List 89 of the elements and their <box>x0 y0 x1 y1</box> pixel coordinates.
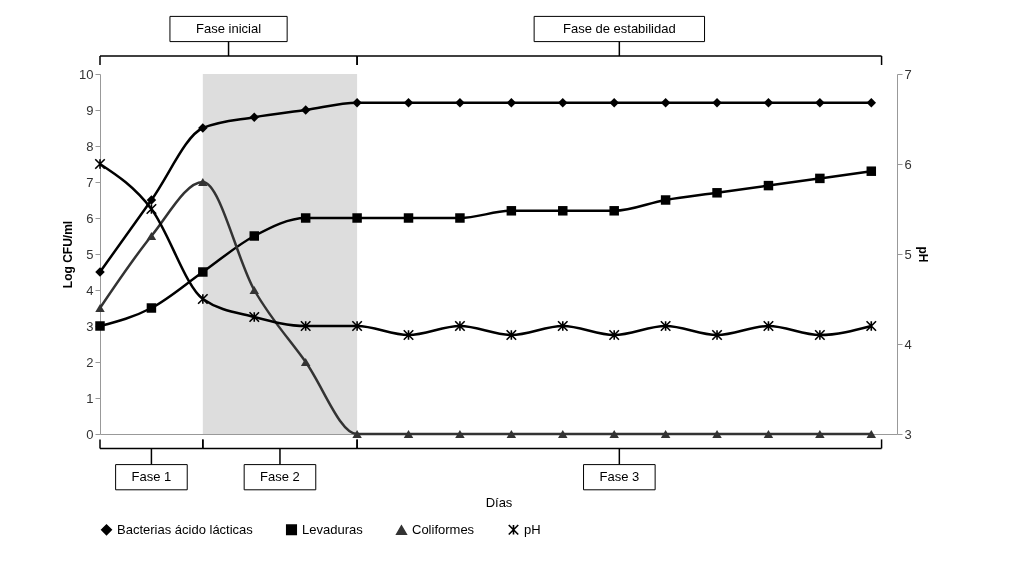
point <box>403 213 414 223</box>
legend-label: Coliformes <box>412 522 475 538</box>
y-tick-label: 9 <box>86 102 94 118</box>
point <box>248 311 260 323</box>
point <box>249 112 259 122</box>
point <box>95 303 105 313</box>
y-tick-label: 10 <box>79 66 94 82</box>
point <box>300 357 311 367</box>
point <box>608 329 620 341</box>
point <box>609 206 619 216</box>
point <box>300 213 311 223</box>
y-tick-label: 1 <box>86 390 94 406</box>
point <box>352 98 362 108</box>
point <box>505 329 517 341</box>
point <box>609 429 619 439</box>
point <box>711 329 723 341</box>
point <box>660 429 671 439</box>
point <box>763 180 774 191</box>
y-tick-label: 7 <box>86 174 94 190</box>
point <box>146 303 157 313</box>
point <box>558 429 568 439</box>
point <box>146 231 157 241</box>
point <box>506 98 517 108</box>
point <box>300 320 312 332</box>
text: Fase inicial <box>196 21 262 36</box>
y2-tick-label: 6 <box>904 156 912 172</box>
point <box>197 293 209 305</box>
text: Fase 1 <box>131 469 172 485</box>
legend-label: pH <box>524 521 541 537</box>
text: Fase 3 <box>599 469 640 485</box>
point <box>506 429 517 439</box>
point <box>455 213 465 223</box>
point <box>814 329 826 341</box>
point <box>865 320 877 332</box>
point <box>558 206 568 216</box>
text: Fase de estabilidad <box>562 21 676 36</box>
point <box>762 320 774 332</box>
point <box>94 158 106 170</box>
point <box>815 98 825 108</box>
point <box>454 320 466 332</box>
y2-tick-label: 5 <box>904 246 912 262</box>
text: Fase 2 <box>260 469 300 485</box>
point <box>352 429 362 439</box>
point <box>351 320 363 332</box>
x-axis-title: Días <box>485 494 513 510</box>
point <box>712 188 722 198</box>
y-tick-label: 0 <box>86 426 94 442</box>
y-tick-label: 8 <box>86 138 94 154</box>
y2-tick-label: 3 <box>904 426 912 442</box>
y-tick-label: 6 <box>86 210 94 226</box>
point <box>866 98 877 108</box>
point <box>506 206 517 216</box>
point <box>712 429 722 439</box>
point <box>866 166 877 176</box>
point <box>557 320 569 332</box>
point <box>95 321 105 331</box>
point <box>146 195 157 205</box>
point <box>660 195 671 205</box>
y-tick-label: 2 <box>86 354 94 370</box>
point <box>403 98 414 108</box>
legend-label: Levaduras <box>302 521 364 537</box>
y-tick-label: 4 <box>86 282 94 298</box>
point <box>455 429 465 439</box>
point <box>763 429 774 439</box>
point <box>198 267 208 277</box>
point <box>660 98 671 108</box>
point <box>249 231 259 241</box>
y2-tick-label: 4 <box>904 336 912 352</box>
point <box>249 285 259 295</box>
point <box>609 98 619 108</box>
point <box>198 177 208 187</box>
point <box>403 429 414 439</box>
point <box>815 173 825 184</box>
point <box>815 429 825 439</box>
point <box>558 98 568 108</box>
y-tick-label: 5 <box>86 246 94 262</box>
y2-axis-title: pH <box>915 246 930 263</box>
y2-tick-label: 7 <box>904 66 912 82</box>
point <box>402 329 415 341</box>
point <box>352 213 362 223</box>
point <box>660 320 672 332</box>
point <box>145 203 157 215</box>
y-axis-title: Log CFU/ml <box>61 220 76 289</box>
point <box>455 98 465 108</box>
legend-label: Bacterias ácido lácticas <box>117 521 254 537</box>
point <box>300 105 311 115</box>
y-tick-label: 3 <box>86 318 94 334</box>
point <box>866 429 877 439</box>
point <box>763 98 774 108</box>
